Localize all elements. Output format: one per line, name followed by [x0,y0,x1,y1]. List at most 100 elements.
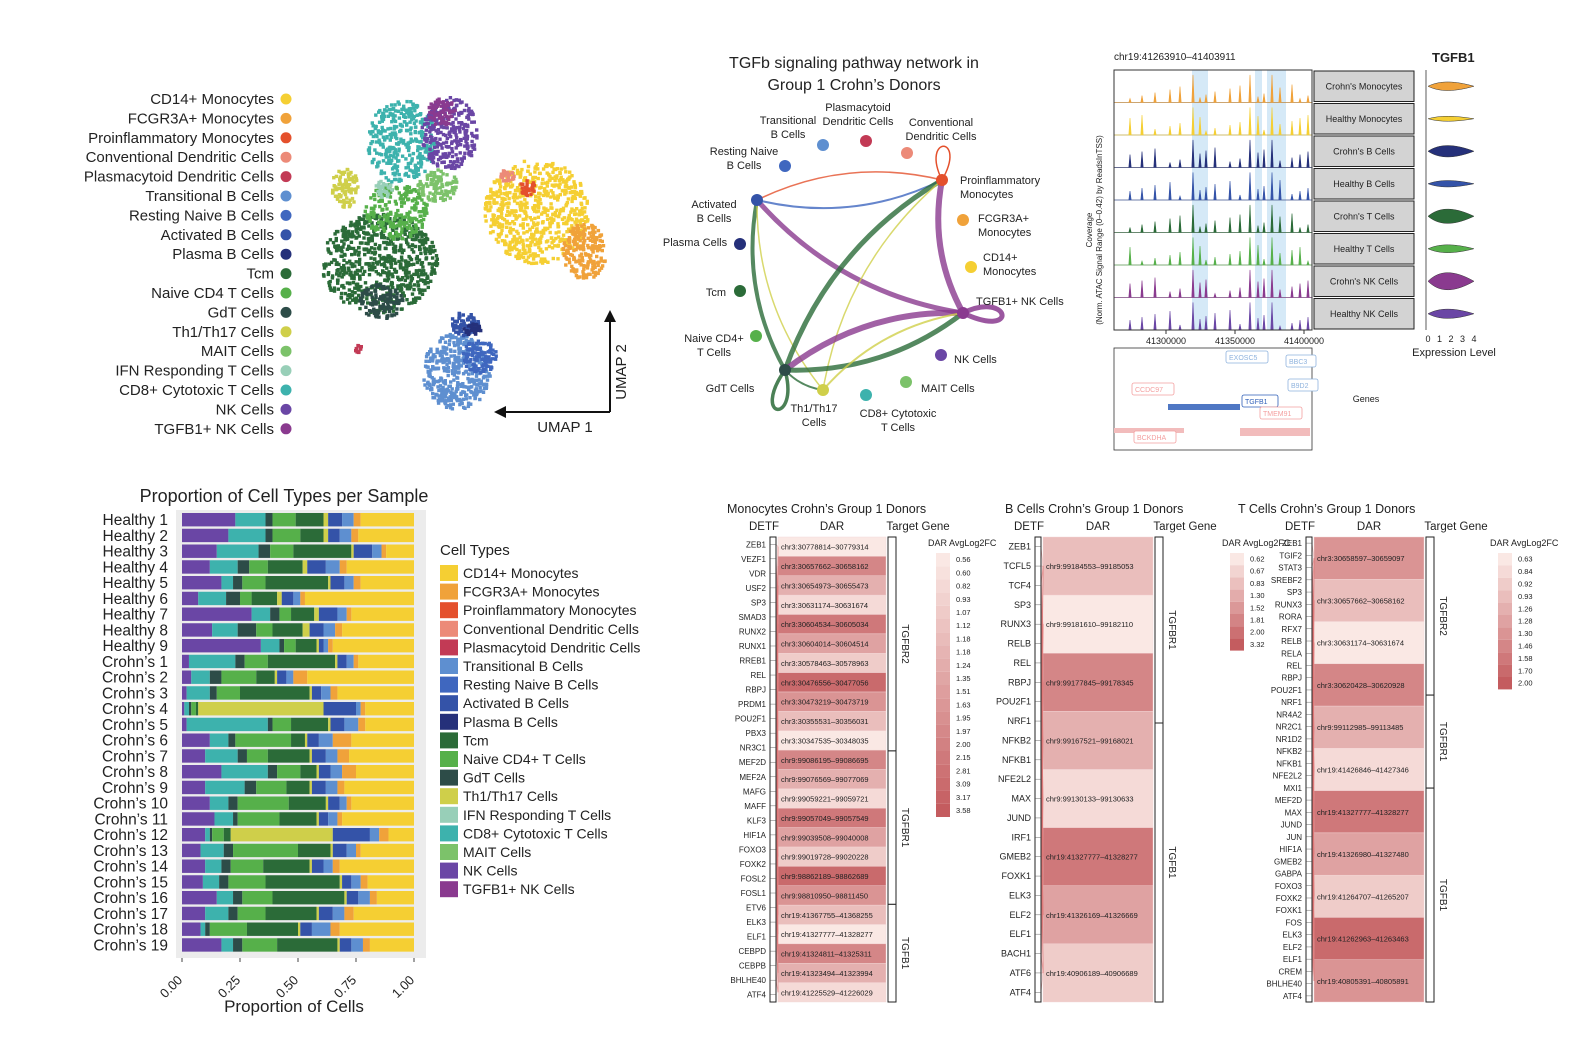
umap-point [564,238,568,242]
umap-point [365,216,369,220]
umap-point [478,389,482,394]
bar-segment [328,639,333,653]
network-title-line2: Group 1 Crohn’s Donors [767,77,940,94]
umap-point [350,230,355,234]
umap-point [400,283,404,287]
umap-point [373,233,377,237]
detf-tf-label: VEZF1 [741,555,766,564]
umap-point [467,372,471,376]
umap-point [408,153,412,157]
detf-legend-value: 0.56 [956,555,971,564]
detf-legend-value: 1.58 [1518,654,1533,663]
detf-legend-value: 0.84 [1518,567,1533,576]
umap-point [416,296,421,300]
umap-point [458,143,463,147]
umap-point [370,295,374,299]
bar-legend-label: Plasmacytoid Dendritic Cells [463,639,640,655]
umap-point [463,370,468,374]
umap-point [429,272,433,276]
detf-target-label: TGFBR2 [1437,596,1448,636]
bar-segment [270,544,294,558]
umap-point [385,274,390,278]
atac-track-signal [1114,172,1312,201]
umap-point [595,254,599,259]
umap-point [525,244,530,248]
umap-point [435,379,439,384]
detf-dar-cell [1042,594,1154,654]
network-edge [822,312,964,391]
umap-point [583,206,587,210]
umap-point [560,237,565,241]
umap-legend-label: NK Cells [216,401,274,418]
umap-point [479,350,484,355]
bar-segment [328,812,338,826]
detf-legend-value: 0.63 [1518,555,1533,564]
umap-point [366,250,370,254]
umap-point [395,298,399,302]
umap-point [452,328,456,332]
umap-point [495,179,499,183]
umap-point [592,270,596,275]
umap-point [384,246,388,251]
atac-gene-body [1168,404,1240,410]
detf-legend-value: 3.17 [956,793,971,802]
umap-point [541,193,546,198]
atac-gene-box [1241,394,1279,408]
atac-track-frame [1113,69,1313,331]
umap-point [503,172,508,176]
umap-point [435,162,439,166]
umap-point [370,221,374,225]
umap-point [542,231,546,235]
bar-segment [318,906,333,921]
detf-dar-label: chr9:99167521–99168021 [1046,736,1134,745]
umap-point [457,347,461,351]
umap-point [354,190,358,195]
detf-legend-title: DAR AvgLog2FC [928,538,997,548]
umap-point [467,112,472,116]
umap-cluster [461,339,498,375]
bar-segment [182,717,187,732]
umap-point [586,263,590,267]
umap-cluster [354,343,363,355]
umap-xlabel: UMAP 1 [537,419,593,436]
umap-point [571,228,575,232]
umap-point [596,271,600,276]
umap-point [514,242,518,246]
umap-point [374,133,378,137]
bar-segment [323,623,336,637]
umap-point [381,207,385,212]
umap-point [569,210,573,214]
umap-point [445,194,450,198]
umap-point [480,357,484,361]
umap-point [516,231,520,236]
umap-point [521,203,526,207]
umap-point [567,186,572,190]
umap-point [411,151,416,156]
umap-point [436,176,441,180]
detf-dar-label: chr19:40906189–40906689 [1046,969,1138,978]
bar-legend-swatch [440,825,458,842]
bar-segment [265,513,273,527]
umap-point [537,195,541,200]
umap-point [442,366,446,370]
bar-segment [272,891,345,905]
umap-point [438,384,443,388]
umap-point [503,186,507,190]
umap-point [392,225,396,229]
umap-legend-label: Conventional Dendritic Cells [86,149,274,166]
umap-point [505,191,509,195]
umap-point [513,188,518,193]
umap-point [400,251,404,255]
umap-point [561,188,565,193]
umap-point [547,163,552,167]
umap-point [526,260,531,265]
umap-point [379,231,383,236]
umap-point [388,259,393,263]
umap-point [554,236,558,241]
umap-point [405,185,409,189]
umap-point [541,220,545,224]
umap-point [566,238,571,242]
umap-point [439,130,443,135]
umap-point [536,202,541,206]
umap-point [498,189,502,194]
